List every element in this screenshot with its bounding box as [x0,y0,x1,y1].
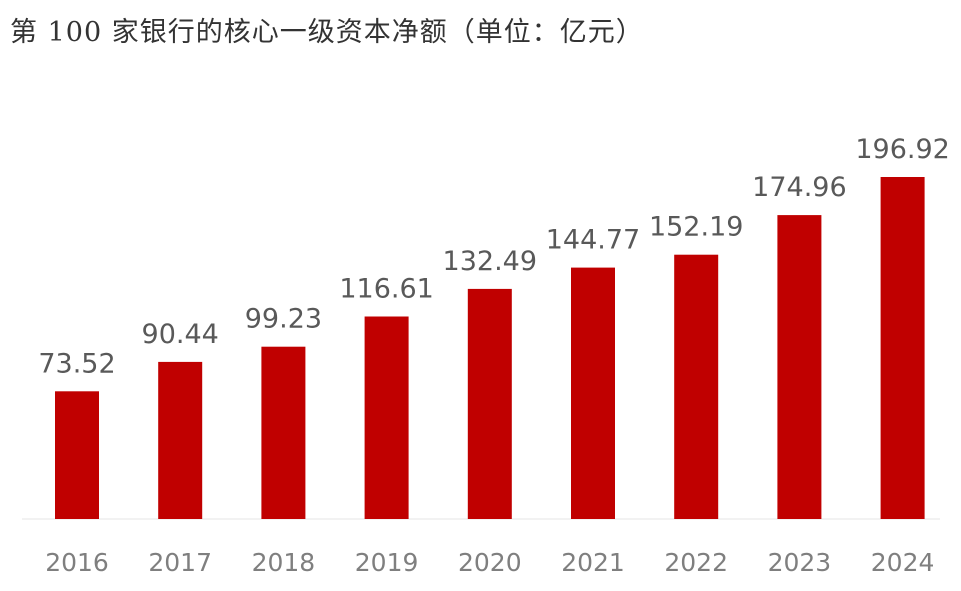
x-tick-label-2021: 2021 [561,548,625,577]
x-tick-label-2019: 2019 [355,548,419,577]
bar-2017 [158,361,203,519]
x-tick-label-2024: 2024 [871,548,935,577]
data-label-2020: 132.49 [443,246,537,277]
value-labels-group: 73.52 90.44 99.23 116.61 132.49 144.77 152.19 1… [38,134,949,379]
bar-2018 [261,346,306,519]
bar-2019 [364,316,409,519]
data-label-2023: 174.96 [752,172,846,203]
x-tick-label-2018: 2018 [252,548,316,577]
bar-2023 [777,215,822,519]
bar-2022 [674,254,719,519]
data-label-2016: 73.52 [38,348,115,379]
bar-2020 [467,288,512,519]
data-label-2017: 90.44 [142,319,219,350]
bar-2016 [55,391,99,519]
data-label-2024: 196.92 [855,134,949,165]
data-label-2019: 116.61 [339,274,433,305]
x-tick-label-2016: 2016 [45,548,109,577]
bar-2024 [880,177,925,519]
chart-title: 第 100 家银行的核心一级资本净额（单位：亿元） [10,17,644,48]
x-tick-label-2017: 2017 [148,548,212,577]
x-tick-labels-group: 2016 2017 2018 2019 2020 2021 2022 2023 2024 [45,548,934,577]
x-tick-label-2022: 2022 [664,548,728,577]
data-label-2018: 99.23 [245,304,322,335]
data-label-2022: 152.19 [649,212,743,243]
bars-group [55,177,925,519]
x-tick-label-2020: 2020 [458,548,522,577]
x-tick-label-2023: 2023 [768,548,832,577]
bar-2021 [571,267,615,519]
data-label-2021: 144.77 [546,225,640,256]
